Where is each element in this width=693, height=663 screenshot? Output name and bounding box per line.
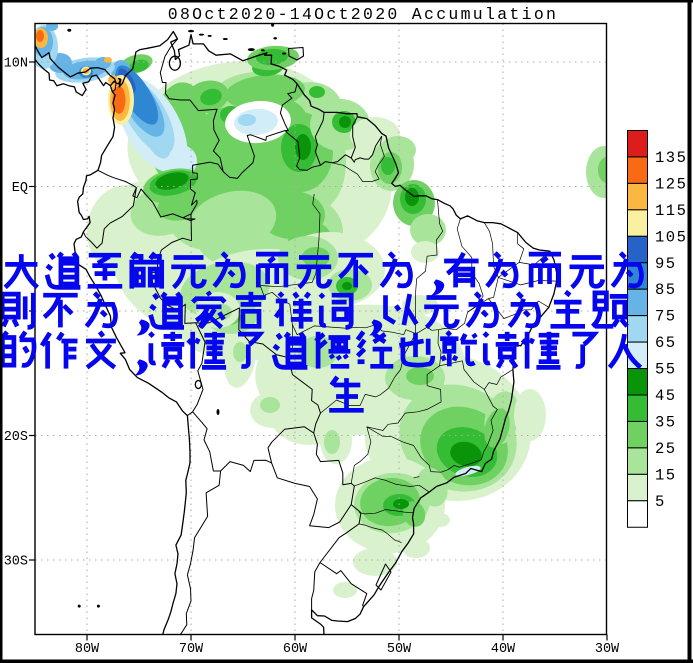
svg-text:5: 5 [655, 493, 666, 511]
svg-text:15: 15 [655, 466, 677, 484]
svg-text:50W: 50W [387, 642, 412, 657]
svg-text:08Oct2020-14Oct2020 Accumulati: 08Oct2020-14Oct2020 Accumulation [168, 5, 558, 24]
svg-text:105: 105 [655, 228, 687, 246]
svg-text:75: 75 [655, 308, 677, 326]
svg-text:40W: 40W [491, 642, 516, 657]
svg-text:70W: 70W [179, 642, 204, 657]
svg-text:55: 55 [655, 361, 677, 379]
svg-text:135: 135 [655, 149, 687, 167]
svg-text:35: 35 [655, 413, 677, 431]
svg-text:85: 85 [655, 281, 677, 299]
svg-text:20S: 20S [4, 430, 28, 445]
svg-text:65: 65 [655, 334, 677, 352]
svg-text:EQ: EQ [12, 181, 28, 196]
svg-text:25: 25 [655, 440, 677, 458]
svg-text:60W: 60W [283, 642, 308, 657]
svg-text:95: 95 [655, 255, 677, 273]
svg-text:125: 125 [655, 175, 687, 193]
svg-text:30W: 30W [595, 642, 620, 657]
svg-text:10N: 10N [4, 57, 28, 72]
svg-text:115: 115 [655, 202, 687, 220]
svg-text:45: 45 [655, 387, 677, 405]
svg-text:30S: 30S [4, 555, 28, 570]
svg-text:80W: 80W [75, 642, 100, 657]
